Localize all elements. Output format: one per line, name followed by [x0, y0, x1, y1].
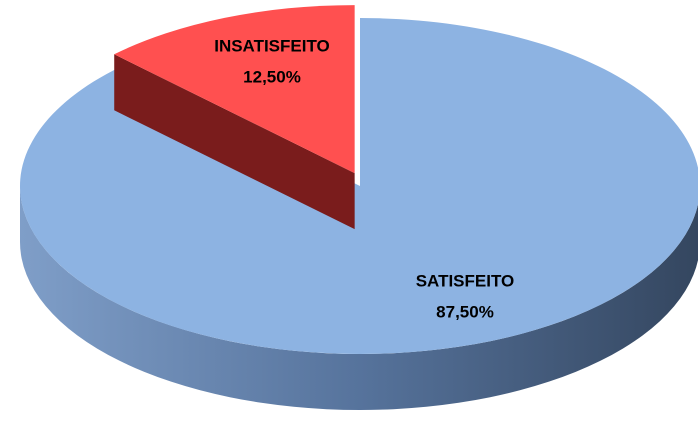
category-label: SATISFEITO [416, 271, 515, 290]
pie-side [20, 186, 698, 410]
value-label: 12,50% [243, 67, 301, 86]
category-label: INSATISFEITO [214, 36, 330, 55]
value-label: 87,50% [436, 302, 494, 321]
pie-slice [114, 5, 355, 174]
slice-side [114, 54, 355, 230]
pie [20, 5, 698, 410]
